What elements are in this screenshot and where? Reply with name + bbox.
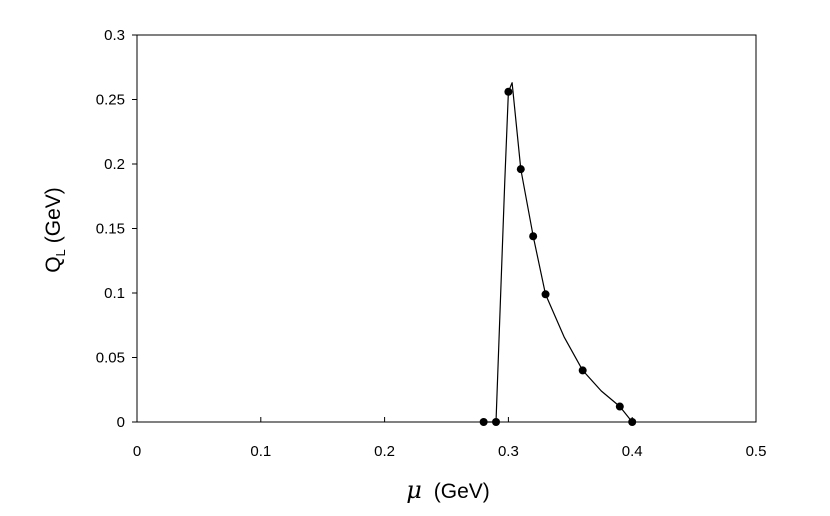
y-tick-label: 0 (117, 414, 125, 431)
series-curve (483, 82, 633, 423)
y-tick-label: 0.2 (104, 156, 125, 173)
y-axis-label-unit: (GeV) (42, 187, 65, 243)
data-point (615, 402, 624, 411)
y-axis-label-main: Q (42, 256, 65, 272)
x-tick-label: 0.4 (622, 443, 643, 460)
data-point (578, 366, 587, 375)
y-tick-label: 0.25 (96, 92, 125, 109)
x-tick-label: 0.1 (250, 443, 271, 460)
series-line (483, 82, 633, 423)
x-tick-label: 0.5 (746, 443, 767, 460)
y-tick-label: 0.05 (96, 350, 125, 367)
data-point (529, 232, 538, 241)
series-markers (479, 87, 637, 426)
data-point (541, 290, 550, 299)
data-point (628, 418, 637, 426)
y-axis: 0 0.05 0.1 0.15 0.2 0.25 0.3 (96, 27, 137, 431)
x-tick-label: 0.2 (374, 443, 395, 460)
y-axis-label: QL (GeV) (42, 187, 68, 273)
y-tick-label: 0.3 (104, 27, 125, 44)
y-axis-label-sub: L (53, 249, 68, 256)
data-point (516, 165, 525, 174)
y-tick-label: 0.1 (104, 285, 125, 302)
x-axis-label-symbol: μ (406, 476, 422, 504)
y-tick-label: 0.15 (96, 221, 125, 238)
x-axis-label-unit: (GeV) (434, 480, 490, 503)
data-point (479, 418, 488, 426)
plot-area (136, 34, 757, 423)
data-point (492, 418, 501, 426)
data-point (504, 87, 513, 96)
x-tick-label: 0 (133, 443, 141, 460)
x-axis: 0 0.1 0.2 0.3 0.4 0.5 (133, 417, 767, 460)
plot-frame (136, 34, 757, 423)
x-axis-label: μ (GeV) (406, 476, 490, 504)
x-tick-label: 0.3 (498, 443, 519, 460)
